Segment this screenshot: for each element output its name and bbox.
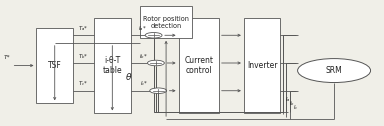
- Text: I$_c$: I$_c$: [293, 103, 298, 112]
- Text: i-θ-T
table: i-θ-T table: [103, 56, 122, 75]
- Text: I$_b$: I$_b$: [289, 99, 295, 108]
- Bar: [94, 18, 131, 113]
- Text: I$_a$: I$_a$: [285, 95, 291, 104]
- Text: T$_c$*: T$_c$*: [78, 79, 89, 88]
- Text: Rotor position
detection: Rotor position detection: [143, 15, 189, 29]
- Bar: [179, 18, 219, 113]
- Text: T*: T*: [4, 55, 10, 60]
- Text: Current
control: Current control: [184, 56, 213, 75]
- Text: T$_a$*: T$_a$*: [78, 24, 89, 33]
- Text: I$_a$*: I$_a$*: [138, 24, 146, 33]
- Text: I$_c$*: I$_c$*: [140, 79, 149, 88]
- Bar: [36, 28, 73, 103]
- Text: T$_b$*: T$_b$*: [78, 52, 89, 60]
- Text: I$_b$*: I$_b$*: [139, 52, 147, 60]
- Text: Inverter: Inverter: [247, 61, 277, 70]
- Bar: [140, 6, 192, 38]
- Circle shape: [147, 60, 164, 66]
- Text: θ: θ: [126, 73, 131, 82]
- Circle shape: [150, 88, 167, 93]
- Text: TSF: TSF: [48, 61, 61, 70]
- Circle shape: [298, 59, 371, 83]
- Text: SRM: SRM: [326, 66, 343, 75]
- Circle shape: [145, 33, 162, 38]
- Bar: [244, 18, 280, 113]
